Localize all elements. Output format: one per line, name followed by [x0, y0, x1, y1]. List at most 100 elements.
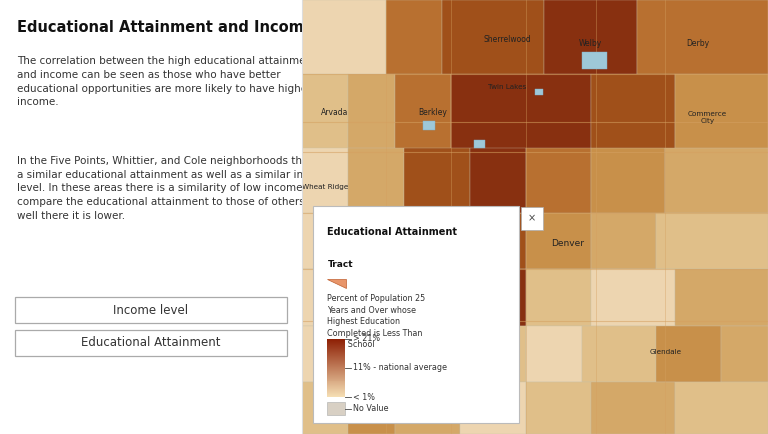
Bar: [525, 382, 591, 434]
Bar: [327, 377, 345, 378]
Bar: [327, 348, 345, 349]
Bar: [339, 326, 395, 382]
Text: Arvada: Arvada: [321, 108, 348, 117]
Bar: [675, 74, 768, 152]
Bar: [327, 402, 345, 415]
Bar: [327, 360, 345, 361]
Bar: [475, 140, 485, 148]
Bar: [327, 342, 345, 343]
Text: No Value: No Value: [353, 404, 388, 413]
Bar: [327, 352, 345, 353]
Bar: [327, 353, 345, 354]
Bar: [327, 362, 345, 363]
Text: > 21%: > 21%: [353, 334, 379, 343]
Text: Berkley: Berkley: [418, 108, 447, 117]
Text: The correlation between the high educational attainment
and income can be seen a: The correlation between the high educati…: [17, 56, 316, 107]
Bar: [327, 372, 345, 373]
Text: Educational Attainment: Educational Attainment: [327, 227, 458, 237]
Bar: [327, 347, 345, 348]
Bar: [637, 0, 768, 78]
Bar: [327, 394, 345, 395]
Bar: [386, 0, 442, 78]
Bar: [386, 269, 451, 326]
Text: Denver: Denver: [551, 239, 584, 247]
Bar: [302, 213, 339, 269]
Bar: [535, 89, 543, 95]
Text: Commerce
City: Commerce City: [688, 111, 727, 124]
Bar: [302, 74, 349, 152]
Bar: [327, 379, 345, 381]
Bar: [386, 213, 451, 269]
Bar: [339, 213, 386, 269]
Bar: [327, 392, 345, 393]
Text: Twin Lakes: Twin Lakes: [488, 84, 526, 90]
Text: ×: ×: [528, 214, 536, 224]
Bar: [327, 376, 345, 377]
Text: Tract: Tract: [327, 260, 353, 269]
Bar: [721, 326, 768, 382]
Text: In the Five Points, Whittier, and Cole neighborhoods there is
a similar educatio: In the Five Points, Whittier, and Cole n…: [17, 156, 333, 220]
Bar: [327, 387, 345, 388]
FancyBboxPatch shape: [521, 207, 543, 230]
Bar: [395, 74, 451, 152]
Text: Sherrelwood: Sherrelwood: [483, 35, 531, 43]
Bar: [327, 346, 345, 347]
Bar: [665, 148, 768, 217]
FancyBboxPatch shape: [15, 330, 286, 356]
Bar: [591, 269, 675, 326]
Bar: [327, 367, 345, 368]
Bar: [451, 213, 525, 269]
Bar: [327, 345, 345, 346]
FancyBboxPatch shape: [313, 206, 518, 423]
Bar: [581, 52, 607, 69]
Bar: [329, 269, 386, 326]
Bar: [327, 351, 345, 352]
Text: Wheat Ridge: Wheat Ridge: [302, 184, 349, 190]
Bar: [327, 396, 345, 397]
Bar: [327, 365, 345, 366]
Bar: [423, 121, 435, 130]
Bar: [327, 359, 345, 360]
Bar: [302, 382, 349, 434]
Bar: [302, 148, 349, 217]
Text: 11% - national average: 11% - national average: [353, 363, 447, 372]
Bar: [327, 370, 345, 371]
Text: Educational Attainment: Educational Attainment: [81, 336, 220, 349]
Bar: [327, 388, 345, 389]
Bar: [327, 366, 345, 367]
Bar: [327, 343, 345, 345]
Bar: [327, 393, 345, 394]
Bar: [327, 389, 345, 390]
Bar: [349, 382, 395, 434]
Bar: [327, 395, 345, 396]
Bar: [327, 369, 345, 370]
Bar: [327, 378, 345, 379]
Bar: [675, 269, 768, 326]
Text: Income level: Income level: [114, 304, 188, 317]
Bar: [327, 349, 345, 350]
Bar: [327, 373, 345, 374]
Bar: [327, 340, 345, 342]
Bar: [327, 371, 345, 372]
Bar: [591, 213, 656, 269]
Bar: [442, 0, 545, 78]
Bar: [327, 354, 345, 355]
Bar: [395, 382, 460, 434]
Bar: [327, 386, 345, 388]
Bar: [327, 368, 345, 369]
Text: Welby: Welby: [579, 39, 602, 48]
Bar: [451, 269, 525, 326]
Bar: [591, 148, 665, 217]
FancyBboxPatch shape: [15, 297, 286, 323]
Bar: [302, 0, 386, 78]
Text: Glendale: Glendale: [650, 349, 681, 355]
Bar: [327, 391, 345, 392]
Bar: [302, 269, 329, 326]
Bar: [327, 350, 345, 351]
Bar: [327, 358, 345, 359]
Bar: [327, 361, 345, 362]
Bar: [349, 148, 405, 217]
Bar: [395, 326, 451, 382]
Bar: [460, 382, 525, 434]
Bar: [451, 74, 591, 152]
